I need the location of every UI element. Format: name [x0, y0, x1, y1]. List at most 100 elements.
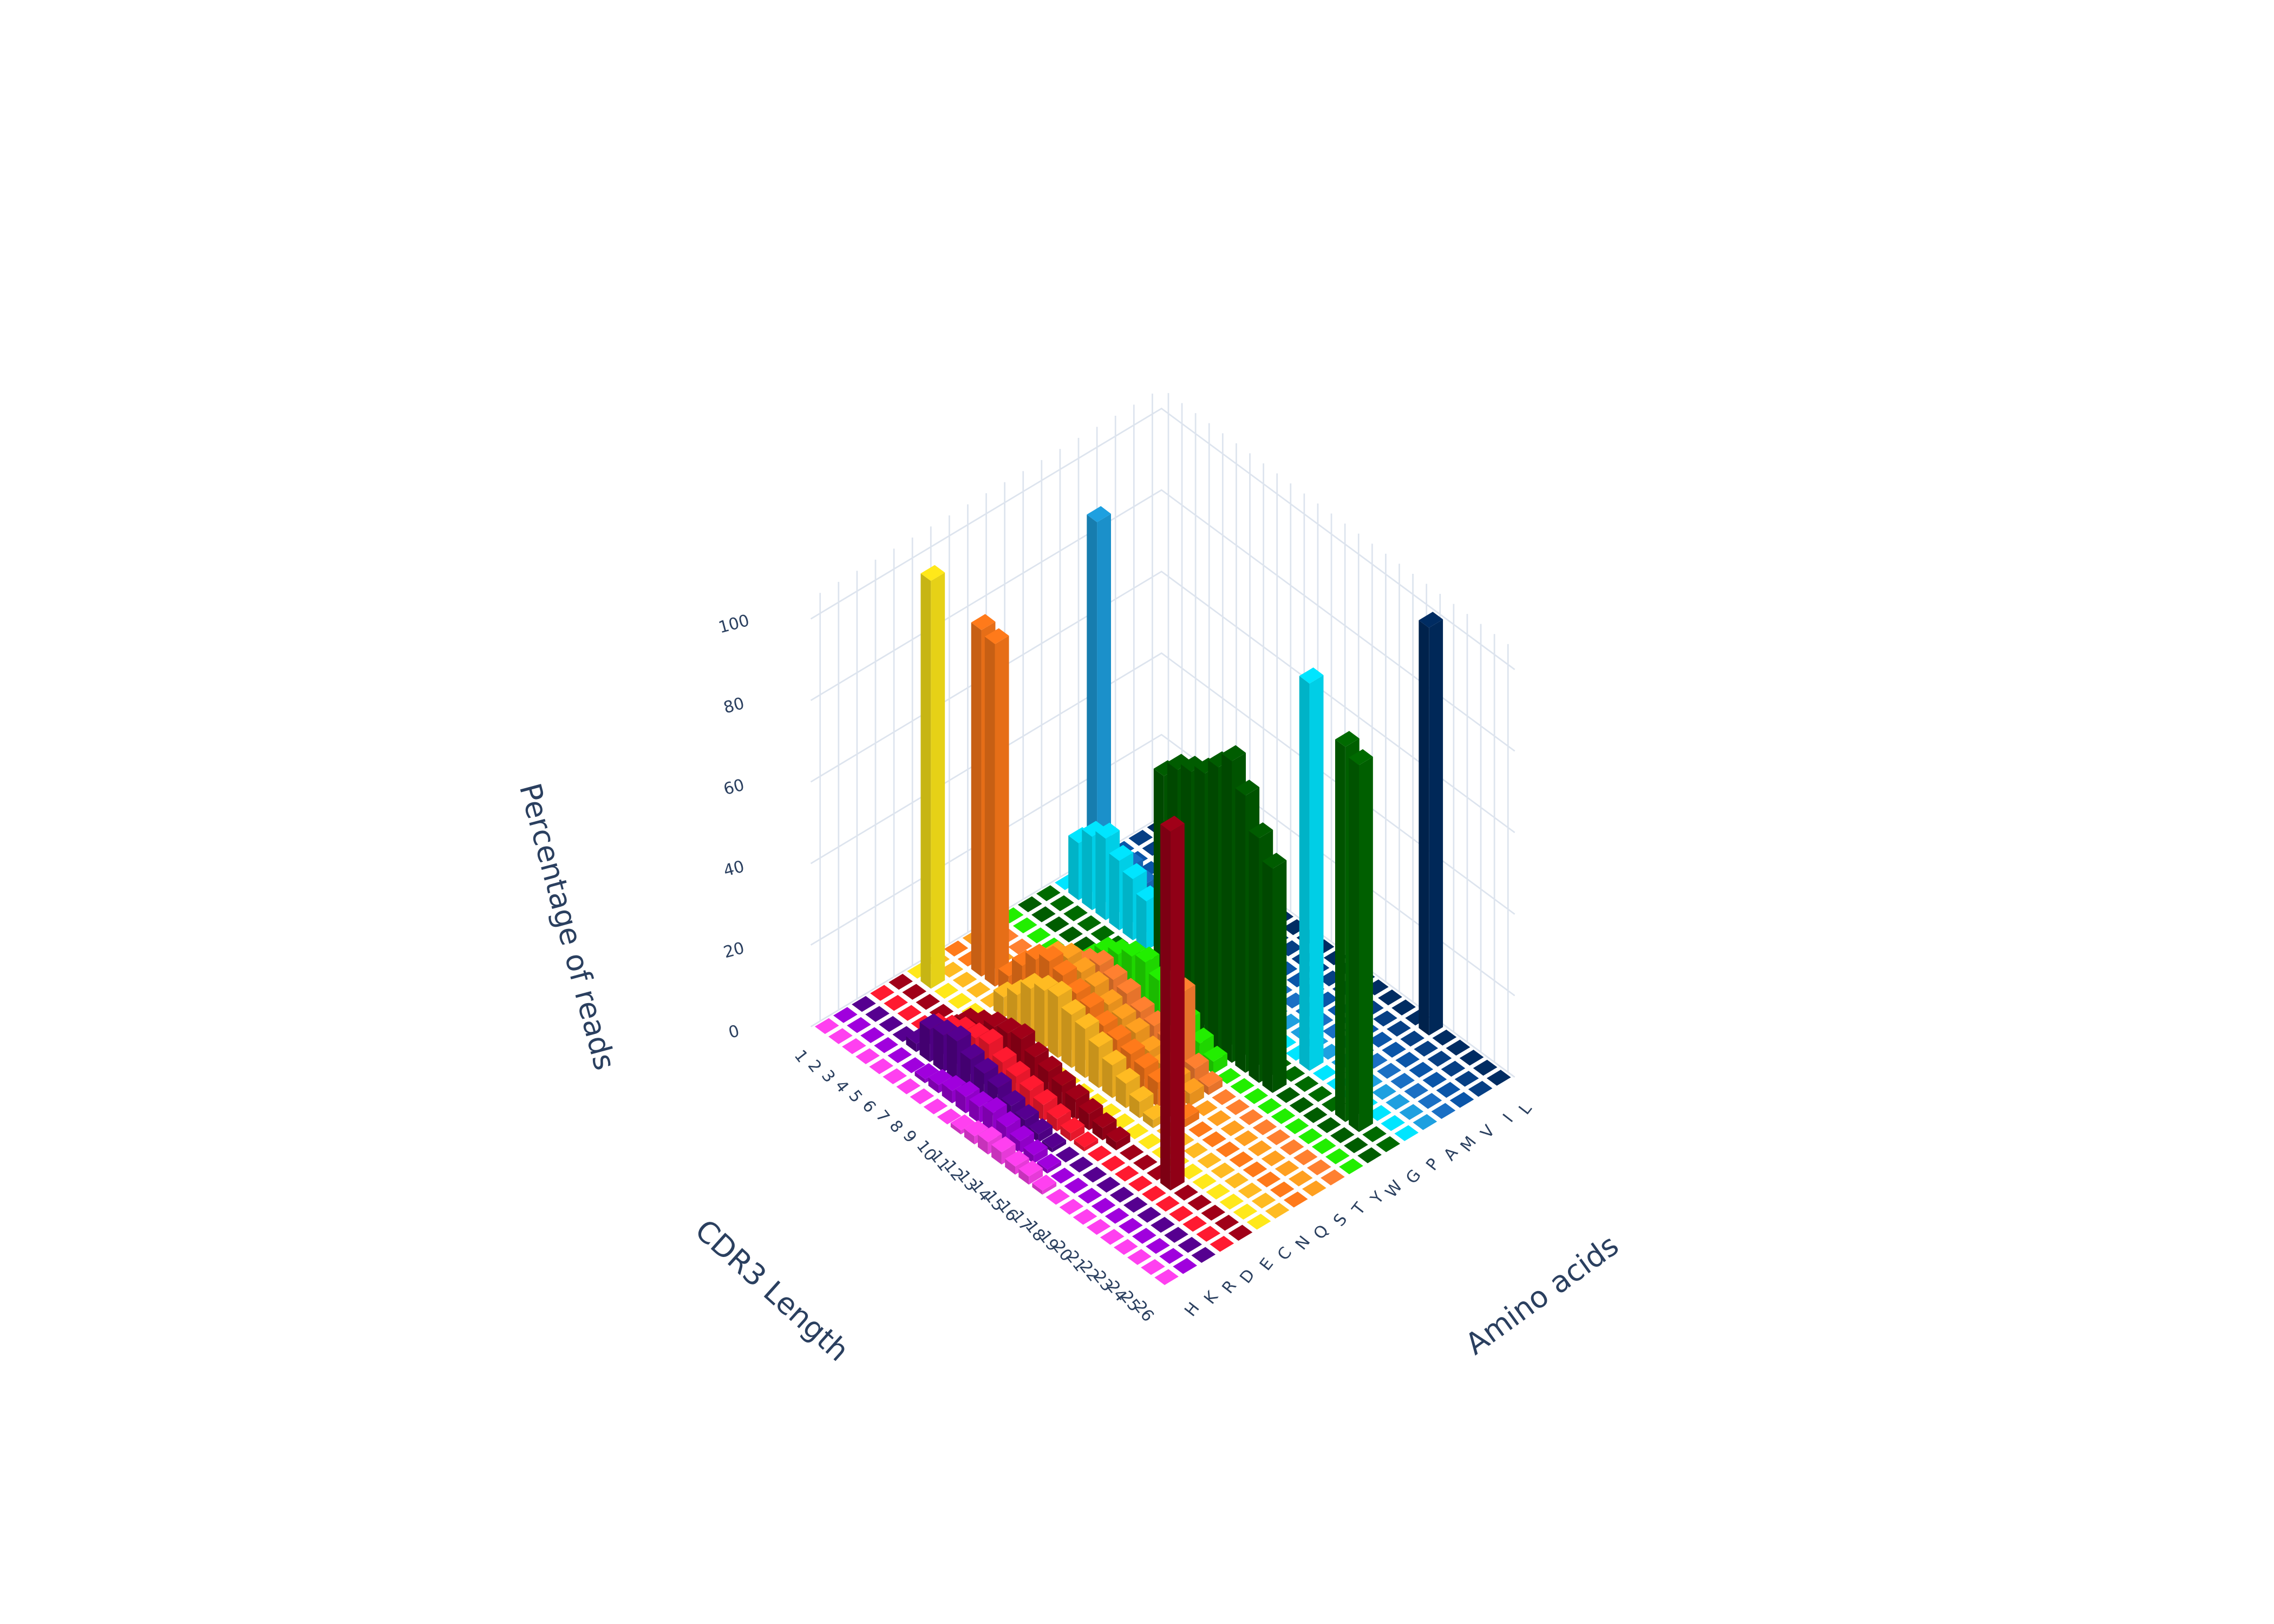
bar — [1008, 938, 1033, 955]
bar-top — [1184, 1142, 1208, 1158]
bar — [1018, 1160, 1043, 1185]
bar-top — [984, 628, 1009, 644]
bar-top — [1110, 1113, 1135, 1130]
bar-top — [1299, 667, 1324, 684]
bar — [1357, 1147, 1382, 1163]
bar-top — [1173, 1258, 1197, 1274]
bar-top — [884, 994, 909, 1011]
bar-top — [1109, 844, 1134, 861]
bar — [1431, 1103, 1456, 1119]
bar-top — [923, 1098, 948, 1115]
bar-side — [991, 1144, 1002, 1165]
bar — [1372, 1084, 1396, 1100]
bar-top — [1045, 916, 1069, 933]
x-tick-label: H — [1181, 1299, 1203, 1320]
bar — [1454, 1071, 1479, 1087]
y-tick-label: 6 — [858, 1097, 879, 1117]
bar — [1137, 1207, 1161, 1223]
bar — [1330, 1127, 1355, 1143]
bar-top — [1284, 1118, 1309, 1135]
bar-top — [1045, 1189, 1070, 1205]
bar — [1311, 1138, 1336, 1155]
bar-top — [1192, 1173, 1217, 1190]
bar — [892, 1026, 917, 1042]
bar — [870, 985, 894, 1001]
bar-top — [1101, 1155, 1126, 1172]
bar-side — [1106, 1134, 1116, 1151]
bar-top — [933, 1019, 958, 1036]
bar-top — [1221, 745, 1246, 762]
bar — [1160, 815, 1185, 1191]
bar — [1219, 1194, 1244, 1210]
bar — [1349, 749, 1373, 1132]
bar-top — [865, 1006, 890, 1022]
bar-top — [991, 1136, 1016, 1152]
bar — [1294, 1076, 1319, 1092]
bar — [1367, 1105, 1391, 1121]
bar — [814, 1018, 839, 1034]
bar — [1427, 1051, 1452, 1067]
bar-top — [910, 1088, 935, 1104]
bar-top — [1037, 1153, 1062, 1170]
x-axis-title: Amino acids — [1459, 1228, 1625, 1361]
bar-top — [966, 981, 991, 998]
bar — [1212, 1089, 1236, 1105]
grid-line — [810, 489, 1515, 752]
bar-top — [1027, 927, 1051, 944]
bar — [1169, 1206, 1193, 1222]
bar-top — [1058, 926, 1083, 942]
bar-top — [928, 1069, 953, 1085]
bar-top — [1446, 1039, 1471, 1056]
bar — [1316, 1117, 1341, 1134]
bar-top — [1121, 940, 1146, 957]
bar-top — [1059, 1199, 1084, 1215]
bar — [1391, 999, 1416, 1016]
bar-side — [1136, 894, 1147, 951]
bar-top — [1118, 1217, 1143, 1234]
bar-side — [920, 573, 931, 989]
bar-top — [1039, 945, 1063, 962]
bar-top — [952, 972, 977, 988]
bar-top — [1193, 1100, 1218, 1116]
bar-top — [1135, 946, 1160, 963]
bar — [1082, 1167, 1107, 1183]
bar-top — [1214, 1215, 1239, 1231]
bar — [1114, 1165, 1139, 1182]
bar — [847, 1017, 871, 1033]
bar — [1390, 1072, 1415, 1089]
bar — [1233, 1203, 1258, 1220]
x-tick-label: K — [1200, 1287, 1223, 1308]
bar — [1058, 926, 1083, 942]
bar — [860, 1027, 885, 1043]
bar-side — [1048, 989, 1058, 1058]
bar-top — [1174, 1184, 1198, 1201]
x-tick-label: I — [1499, 1111, 1517, 1127]
bar-top — [1032, 1174, 1057, 1191]
bar-top — [946, 1025, 971, 1042]
bar-side — [1052, 1140, 1067, 1152]
bar-side — [1060, 1125, 1071, 1142]
bar-top — [1387, 1020, 1411, 1037]
bar-top — [1137, 1207, 1161, 1223]
bar-side — [1097, 514, 1111, 889]
bar-top — [1075, 1013, 1100, 1030]
bar-top — [1154, 1269, 1179, 1285]
bar-top — [1091, 1197, 1116, 1214]
bar-top — [1409, 1062, 1434, 1078]
bar-top — [1065, 1084, 1090, 1100]
bar-top — [1303, 1107, 1328, 1123]
bar-top — [1399, 1104, 1424, 1120]
bar-top — [1128, 829, 1153, 846]
y-tick-label: 4 — [831, 1077, 852, 1097]
bar — [1146, 1237, 1170, 1254]
bar-top — [1234, 1130, 1259, 1147]
bar-top — [1302, 1180, 1327, 1197]
bar — [1202, 1131, 1226, 1148]
bar-side — [1092, 1121, 1103, 1141]
bar-top — [1098, 989, 1123, 1005]
bar-top — [860, 1027, 885, 1043]
bar-top — [1123, 1196, 1148, 1213]
bar-side — [933, 1027, 944, 1072]
bar — [1265, 1202, 1290, 1219]
